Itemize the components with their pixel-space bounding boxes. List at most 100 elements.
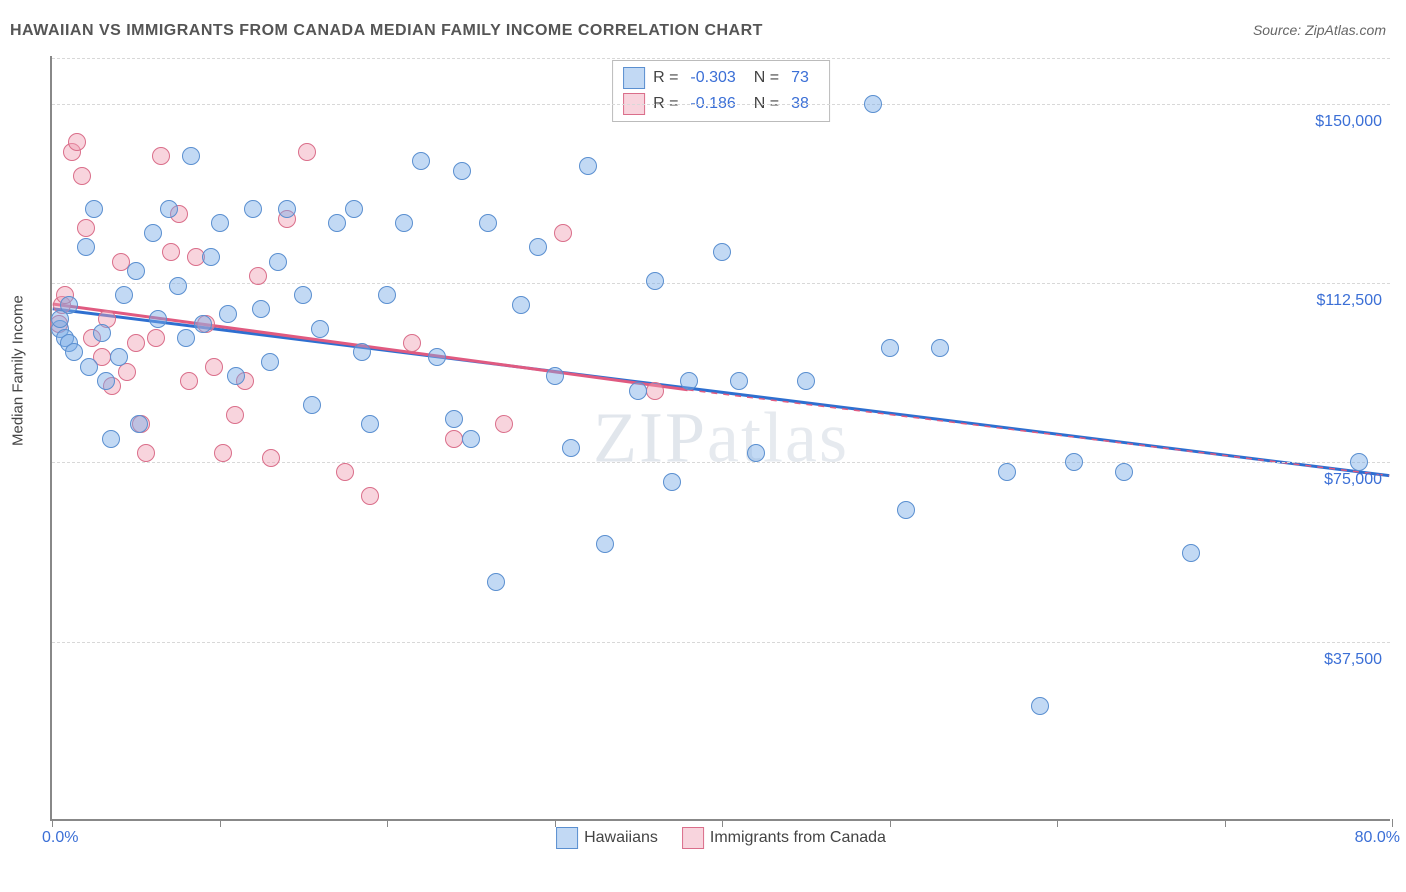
legend-label-pink: Immigrants from Canada — [710, 829, 886, 847]
plot-area: ZIPatlas R = -0.303 N = 73 R = -0.186 N … — [50, 56, 1390, 821]
x-tick — [52, 819, 53, 827]
pink-point — [554, 224, 572, 242]
x-tick — [1392, 819, 1393, 827]
n-value-blue: 73 — [791, 69, 809, 87]
blue-point — [219, 305, 237, 323]
blue-point — [462, 430, 480, 448]
blue-point — [93, 324, 111, 342]
pink-point — [137, 444, 155, 462]
blue-point — [428, 348, 446, 366]
blue-point — [130, 415, 148, 433]
x-axis-min-label: 0.0% — [42, 829, 78, 847]
blue-point — [252, 300, 270, 318]
legend-label-blue: Hawaiians — [584, 829, 658, 847]
blue-point — [294, 286, 312, 304]
r-value-blue: -0.303 — [690, 69, 735, 87]
blue-point — [680, 372, 698, 390]
legend-item-blue: Hawaiians — [556, 827, 658, 849]
pink-point — [495, 415, 513, 433]
blue-point — [663, 473, 681, 491]
blue-point — [881, 339, 899, 357]
blue-point — [202, 248, 220, 266]
y-tick-label: $112,500 — [1316, 292, 1382, 310]
blue-point — [160, 200, 178, 218]
blue-point — [194, 315, 212, 333]
n-label: N = — [754, 69, 779, 87]
pink-point — [127, 334, 145, 352]
blue-point — [529, 238, 547, 256]
swatch-blue — [623, 67, 645, 89]
blue-point — [182, 147, 200, 165]
blue-point — [102, 430, 120, 448]
pink-point — [403, 334, 421, 352]
blue-point — [897, 501, 915, 519]
blue-point — [445, 410, 463, 428]
x-tick — [555, 819, 556, 827]
x-tick — [1057, 819, 1058, 827]
pink-point — [445, 430, 463, 448]
blue-point — [412, 152, 430, 170]
blue-point — [110, 348, 128, 366]
blue-point — [646, 272, 664, 290]
blue-point — [169, 277, 187, 295]
blue-point — [227, 367, 245, 385]
swatch-blue — [556, 827, 578, 849]
pink-point — [646, 382, 664, 400]
pink-point — [73, 167, 91, 185]
blue-point — [115, 286, 133, 304]
blue-point — [177, 329, 195, 347]
blue-point — [747, 444, 765, 462]
pink-point — [262, 449, 280, 467]
blue-point — [303, 396, 321, 414]
blue-point — [127, 262, 145, 280]
blue-point — [149, 310, 167, 328]
blue-point — [546, 367, 564, 385]
pink-point — [226, 406, 244, 424]
swatch-pink — [682, 827, 704, 849]
x-tick — [387, 819, 388, 827]
blue-point — [85, 200, 103, 218]
pink-point — [77, 219, 95, 237]
blue-point — [713, 243, 731, 261]
pink-point — [214, 444, 232, 462]
blue-point — [144, 224, 162, 242]
blue-point — [361, 415, 379, 433]
x-tick — [1225, 819, 1226, 827]
y-tick-label: $75,000 — [1324, 471, 1382, 489]
blue-point — [864, 95, 882, 113]
blue-point — [328, 214, 346, 232]
blue-point — [512, 296, 530, 314]
blue-point — [211, 214, 229, 232]
blue-point — [1182, 544, 1200, 562]
blue-point — [1115, 463, 1133, 481]
blue-point — [1350, 453, 1368, 471]
blue-point — [311, 320, 329, 338]
blue-point — [562, 439, 580, 457]
series-legend: Hawaiians Immigrants from Canada — [556, 827, 886, 849]
blue-point — [97, 372, 115, 390]
blue-point — [269, 253, 287, 271]
r-label: R = — [653, 69, 678, 87]
pink-point — [336, 463, 354, 481]
pink-point — [152, 147, 170, 165]
blue-point — [998, 463, 1016, 481]
blue-point — [629, 382, 647, 400]
legend-item-pink: Immigrants from Canada — [682, 827, 886, 849]
blue-point — [353, 343, 371, 361]
gridline — [52, 104, 1390, 105]
pink-point — [298, 143, 316, 161]
x-tick — [890, 819, 891, 827]
pink-point — [68, 133, 86, 151]
pink-point — [249, 267, 267, 285]
blue-point — [278, 200, 296, 218]
blue-point — [345, 200, 363, 218]
blue-point — [65, 343, 83, 361]
blue-point — [596, 535, 614, 553]
watermark-text: ZIPatlas — [593, 397, 849, 477]
gridline — [52, 58, 1390, 59]
blue-point — [244, 200, 262, 218]
blue-point — [1065, 453, 1083, 471]
blue-point — [579, 157, 597, 175]
x-axis-max-label: 80.0% — [1355, 829, 1400, 847]
blue-point — [487, 573, 505, 591]
